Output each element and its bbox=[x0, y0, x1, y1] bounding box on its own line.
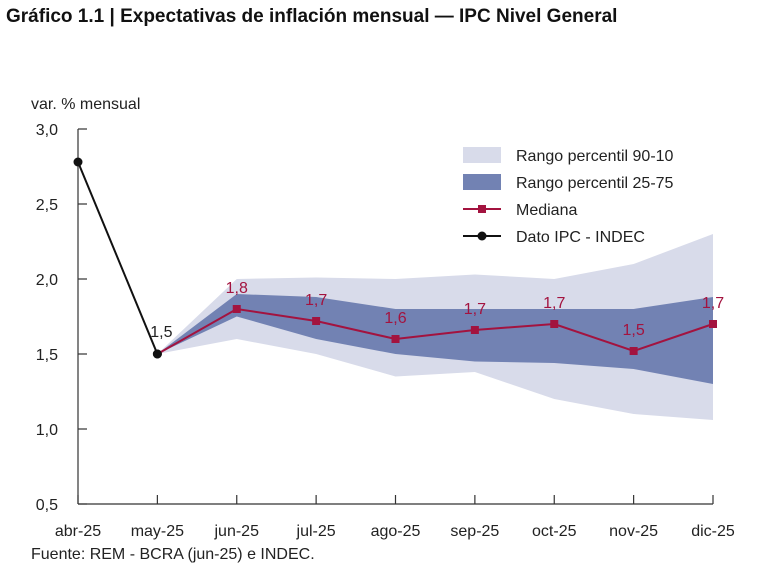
median-point bbox=[391, 335, 400, 343]
median-point bbox=[312, 317, 321, 325]
legend-swatch-25-75 bbox=[463, 174, 501, 190]
median-data-label: 1,5 bbox=[623, 322, 645, 339]
x-tick-label: jun-25 bbox=[214, 523, 260, 540]
band-percentile-25-75 bbox=[157, 294, 713, 384]
x-tick-label: jul-25 bbox=[296, 523, 336, 540]
median-data-label: 1,7 bbox=[543, 295, 565, 312]
ipc-line bbox=[77, 161, 159, 355]
y-tick-label: 1,0 bbox=[36, 422, 58, 439]
legend-swatch-90-10 bbox=[463, 147, 501, 163]
ipc-point bbox=[152, 349, 162, 359]
legend-marker-median bbox=[478, 205, 486, 213]
x-tick-label: oct-25 bbox=[532, 523, 577, 540]
legend-marker-ipc bbox=[477, 231, 487, 241]
median-point bbox=[550, 320, 559, 328]
x-tick-label: dic-25 bbox=[691, 523, 735, 540]
lines-layer bbox=[73, 157, 717, 359]
y-tick-label: 1,5 bbox=[36, 347, 58, 364]
data-labels-layer: 1,5 1,8 1,7 1,6 1,7 1,7 1,5 1,7 bbox=[150, 280, 724, 341]
ipc-point bbox=[73, 157, 83, 167]
median-data-label: 1,6 bbox=[384, 310, 406, 327]
legend-label: Rango percentil 25-75 bbox=[516, 175, 674, 192]
median-data-label: 1,7 bbox=[464, 301, 486, 318]
y-tick-label: 2,0 bbox=[36, 272, 58, 289]
x-tick-label: abr-25 bbox=[55, 523, 101, 540]
median-data-label: 1,8 bbox=[226, 280, 248, 297]
median-data-label: 1,7 bbox=[702, 295, 724, 312]
y-tick-label: 0,5 bbox=[36, 497, 58, 514]
x-tick-label: nov-25 bbox=[609, 523, 658, 540]
chart-title: Gráfico 1.1 | Expectativas de inflación … bbox=[6, 6, 618, 27]
y-axis-label: var. % mensual bbox=[31, 96, 140, 113]
median-point bbox=[232, 305, 241, 313]
median-line bbox=[156, 307, 714, 355]
median-point bbox=[709, 320, 717, 328]
median-data-label: 1,7 bbox=[305, 292, 327, 309]
x-tick-label: may-25 bbox=[131, 523, 184, 540]
axes-layer: 3,0 2,5 2,0 1,5 1,0 0,5 abr-25 may-25 jun-25 jul-… bbox=[31, 96, 735, 540]
median-point bbox=[470, 326, 479, 334]
bands-layer bbox=[157, 234, 713, 420]
ipc-data-label: 1,5 bbox=[150, 324, 172, 341]
x-tick-label: ago-25 bbox=[371, 523, 421, 540]
source-note: Fuente: REM - BCRA (jun-25) e INDEC. bbox=[31, 546, 315, 563]
median-point bbox=[629, 347, 638, 355]
legend-label: Dato IPC - INDEC bbox=[516, 229, 645, 246]
y-tick-label: 3,0 bbox=[36, 122, 58, 139]
y-tick-label: 2,5 bbox=[36, 197, 58, 214]
legend-label: Rango percentil 90-10 bbox=[516, 148, 674, 165]
legend-label: Mediana bbox=[516, 202, 577, 219]
legend: Rango percentil 90-10 Rango percentil 25-… bbox=[463, 147, 674, 246]
x-tick-label: sep-25 bbox=[450, 523, 499, 540]
